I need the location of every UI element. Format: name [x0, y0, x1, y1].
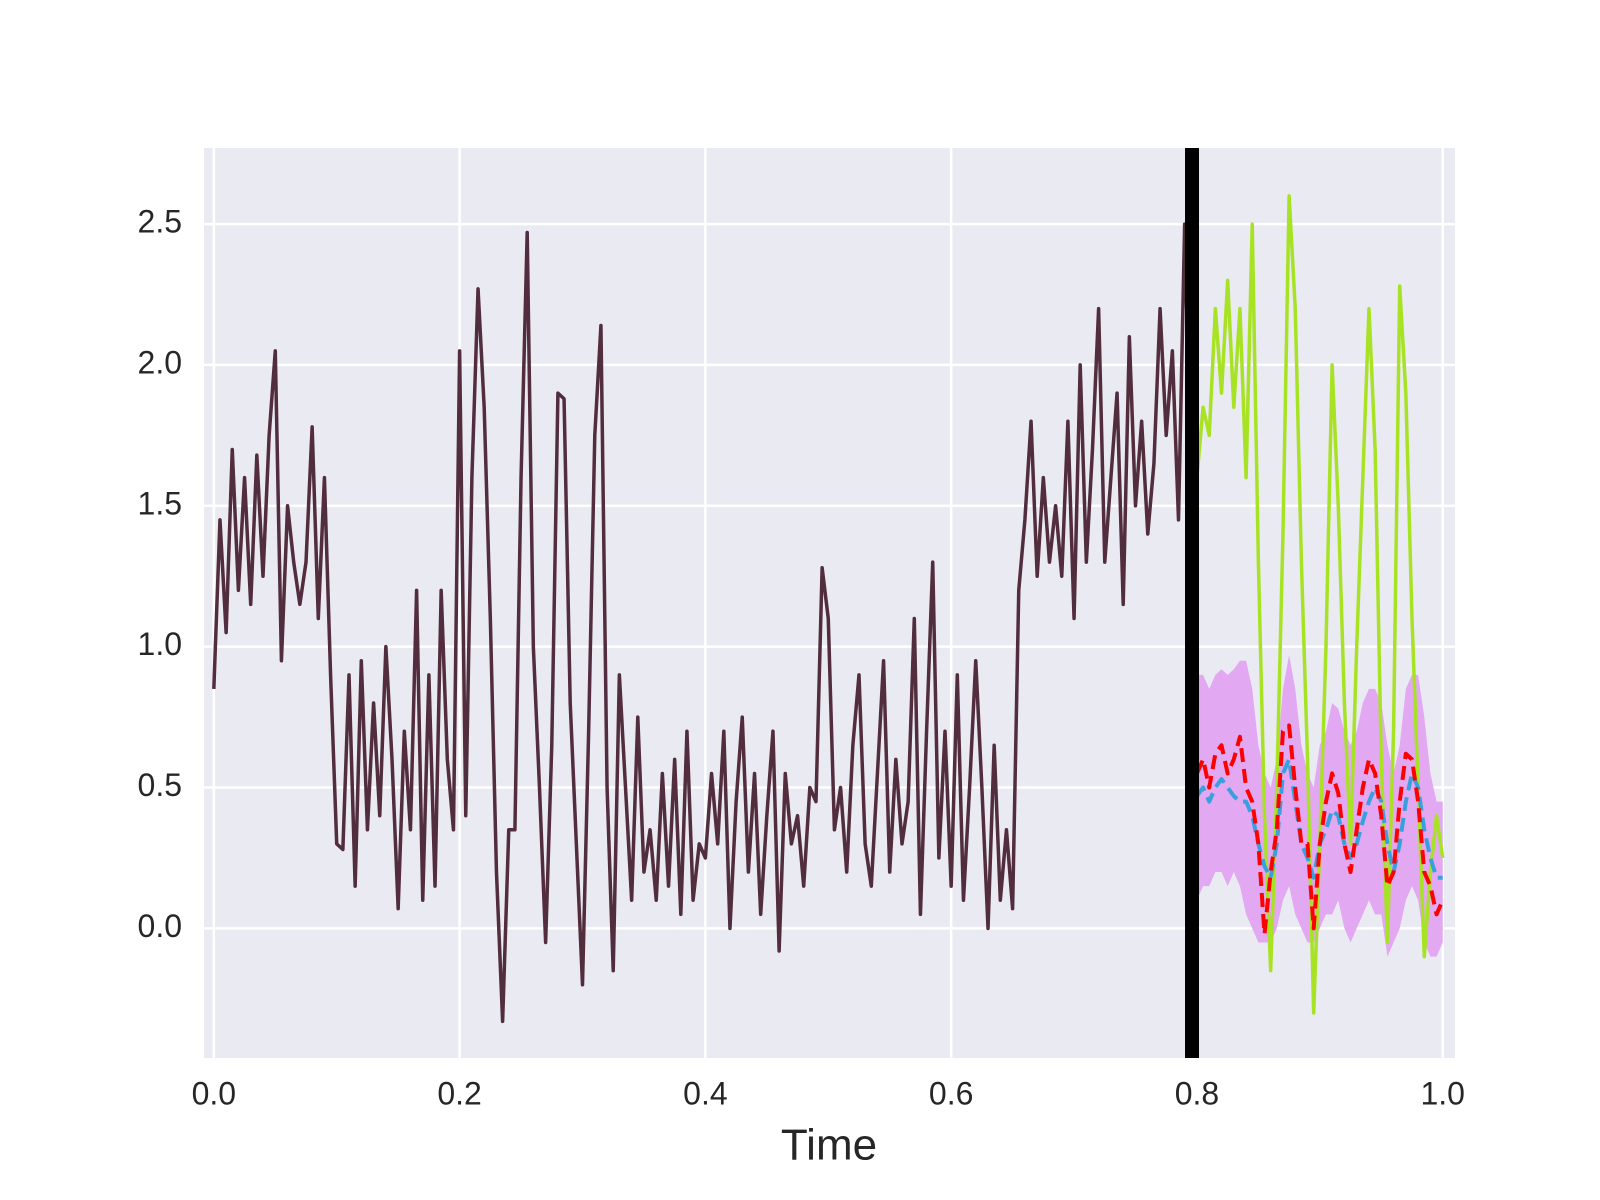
marks: [212, 148, 1445, 1058]
y-tick-label: 0.5: [138, 767, 182, 803]
x-tick-label: 0.6: [929, 1075, 973, 1111]
y-tick-label: 2.5: [138, 204, 182, 240]
x-tick-label: 0.8: [1175, 1075, 1219, 1111]
x-tick-label: 0.0: [192, 1075, 236, 1111]
series-line: [1195, 723, 1445, 937]
x-tick-label: 0.4: [683, 1075, 727, 1111]
labels: 0.0 0.2 0.4 0.6 0.8 1.0 0.0 0.5 1.0 1.5 2.0 2.5: [138, 204, 1465, 1112]
x-tick-label: 0.2: [437, 1075, 481, 1111]
y-tick-label: 0.0: [138, 908, 182, 944]
series-line: [212, 222, 1193, 1024]
y-tick-label: 2.0: [138, 344, 182, 380]
x-axis-label: Time: [781, 1121, 877, 1170]
x-tick-label: 1.0: [1420, 1075, 1464, 1111]
y-tick-label: 1.0: [138, 626, 182, 662]
y-tick-label: 1.5: [138, 485, 182, 521]
